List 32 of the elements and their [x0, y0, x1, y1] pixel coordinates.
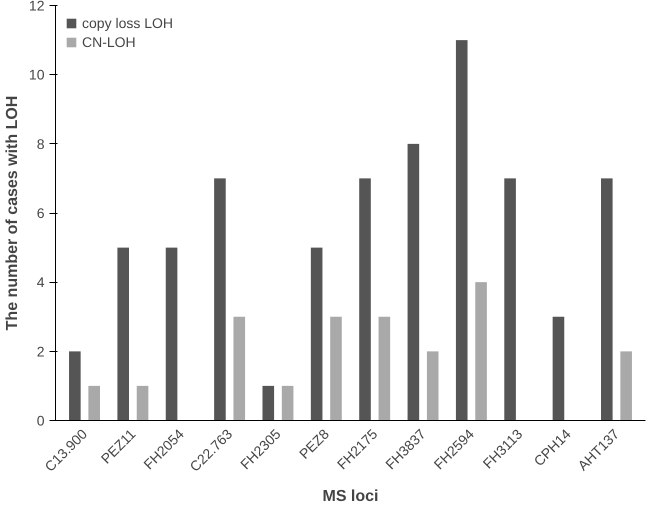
legend-label: CN-LOH [82, 34, 136, 50]
bar [262, 386, 274, 420]
bar [552, 316, 564, 420]
y-tick-label: 6 [36, 205, 45, 221]
bar [426, 351, 439, 420]
bar [601, 178, 613, 420]
y-tick-label: 12 [28, 0, 45, 14]
legend-label: copy loss LOH [82, 15, 174, 31]
y-tick-label: 0 [36, 412, 45, 428]
bar [475, 282, 487, 420]
bar [166, 248, 178, 420]
x-axis-title: MS loci [322, 488, 379, 506]
bar [620, 351, 632, 420]
bar [359, 178, 371, 420]
y-axis-title: The number of cases with LOH [4, 96, 21, 330]
bar [378, 316, 390, 420]
bar [117, 248, 130, 420]
bar [136, 386, 148, 420]
bar [456, 40, 468, 420]
bar [69, 351, 81, 420]
y-tick-label: 8 [36, 136, 45, 152]
bar [214, 178, 226, 420]
bar [330, 316, 342, 420]
bar [504, 178, 516, 420]
y-tick-label: 10 [28, 66, 45, 83]
y-tick-label: 4 [36, 274, 45, 290]
bar [408, 144, 420, 420]
y-tick-label: 2 [36, 343, 45, 360]
bar [310, 248, 322, 420]
bar [282, 386, 294, 420]
bar [233, 316, 246, 420]
bar [88, 386, 100, 420]
